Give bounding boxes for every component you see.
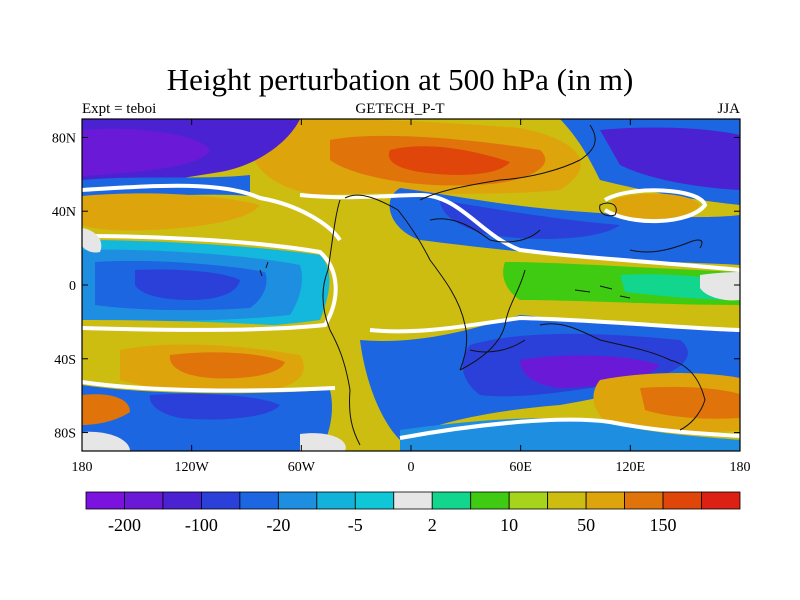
coast-east-asia [629, 239, 703, 253]
experiment-label: Expt = teboi [82, 101, 157, 117]
contour-south-west [82, 380, 336, 393]
season-label: JJA [717, 101, 740, 117]
height-field [82, 119, 740, 451]
lon-tick-label: 120W [175, 460, 210, 475]
contour-nw [82, 183, 342, 242]
field-purple-nw [82, 128, 210, 176]
zero-contours [82, 183, 740, 440]
colorbar-swatch [85, 491, 125, 510]
field-orange-east [612, 193, 700, 220]
coast-australia-antarctica [539, 323, 706, 431]
colorbar-swatch [662, 491, 702, 510]
colorbar-label: -200 [108, 515, 141, 535]
colorbar-swatch [239, 491, 279, 510]
contour-bottom [399, 417, 740, 440]
colorbar-label: 10 [500, 515, 518, 535]
coast-africa-east [459, 269, 526, 371]
lat-tick-label: 80S [54, 427, 76, 442]
field-red-north [388, 146, 510, 175]
lon-tick-label: 120E [616, 460, 646, 475]
lon-tick-label: 0 [408, 460, 415, 475]
field-orange-sw [82, 394, 130, 425]
coastlines [259, 124, 706, 446]
lon-tick-label: 60E [509, 460, 532, 475]
field-red-orange-se [640, 386, 740, 419]
coast-africa-west [344, 194, 468, 371]
lat-tick-label: 0 [69, 279, 76, 294]
lat-tick-label: 40N [52, 205, 76, 220]
lon-tick-label: 180 [730, 460, 751, 475]
contour-east-oval [603, 188, 708, 224]
colorbar-swatch [585, 491, 625, 510]
colorbar-label: -20 [266, 515, 290, 535]
colorbar-label: 50 [577, 515, 595, 535]
field-deep-blue-far-south [149, 393, 280, 420]
contour-eq-west [82, 234, 338, 332]
field-red-orange-south [169, 352, 285, 379]
field-gray-s [300, 433, 346, 451]
colorbar: -200 -100 -20 -5 2 10 50 150 [85, 491, 741, 535]
coast-eurasia-north [419, 124, 596, 201]
colorbar-swatch [470, 491, 510, 510]
colorbar-label: 150 [650, 515, 677, 535]
contour-asia [299, 192, 740, 272]
field-gray-sw [82, 431, 130, 451]
field-orange-west [82, 193, 260, 231]
colorbar-swatch [547, 491, 587, 510]
colorbar-swatch [354, 491, 395, 510]
colorbar-label: 2 [428, 515, 437, 535]
colorbar-swatch [624, 491, 664, 510]
lon-tick-label: 180 [72, 460, 93, 475]
field-gray-east [700, 272, 740, 301]
colorbar-label: -100 [185, 515, 218, 535]
coast-island-east [599, 202, 617, 217]
colorbar-label: -5 [348, 515, 363, 535]
field-dark-blue-eq [135, 269, 240, 300]
colorbar-swatch [393, 491, 433, 510]
lon-tick-label: 60W [288, 460, 316, 475]
colorbar-swatch [124, 491, 164, 510]
field-gray-west [82, 228, 102, 253]
colorbar-swatch [316, 491, 356, 510]
contour-south-mid [369, 315, 740, 334]
map-title: Height perturbation at 500 hPa (in m) [166, 62, 634, 97]
longitude-axis: 180 120W 60W 0 60E 120E 180 [72, 119, 751, 475]
coast-south-america [322, 199, 361, 446]
latitude-axis: 80N 40N 0 40S 80S [52, 131, 740, 442]
lat-tick-label: 40S [54, 353, 76, 368]
dataset-label: GETECH_P-T [355, 101, 445, 117]
coast-small-islands [259, 261, 269, 277]
coast-tethys [429, 218, 541, 243]
colorbar-swatch [162, 491, 202, 510]
coast-islands-tropics [574, 285, 631, 299]
colorbar-swatch [701, 491, 741, 510]
colorbar-swatch [431, 491, 472, 510]
colorbar-swatch [201, 491, 241, 510]
colorbar-swatch [277, 491, 318, 510]
coast-india [469, 339, 526, 353]
field-dark-blue-ne [600, 127, 740, 190]
lat-tick-label: 80N [52, 131, 76, 146]
colorbar-swatch [508, 491, 549, 510]
